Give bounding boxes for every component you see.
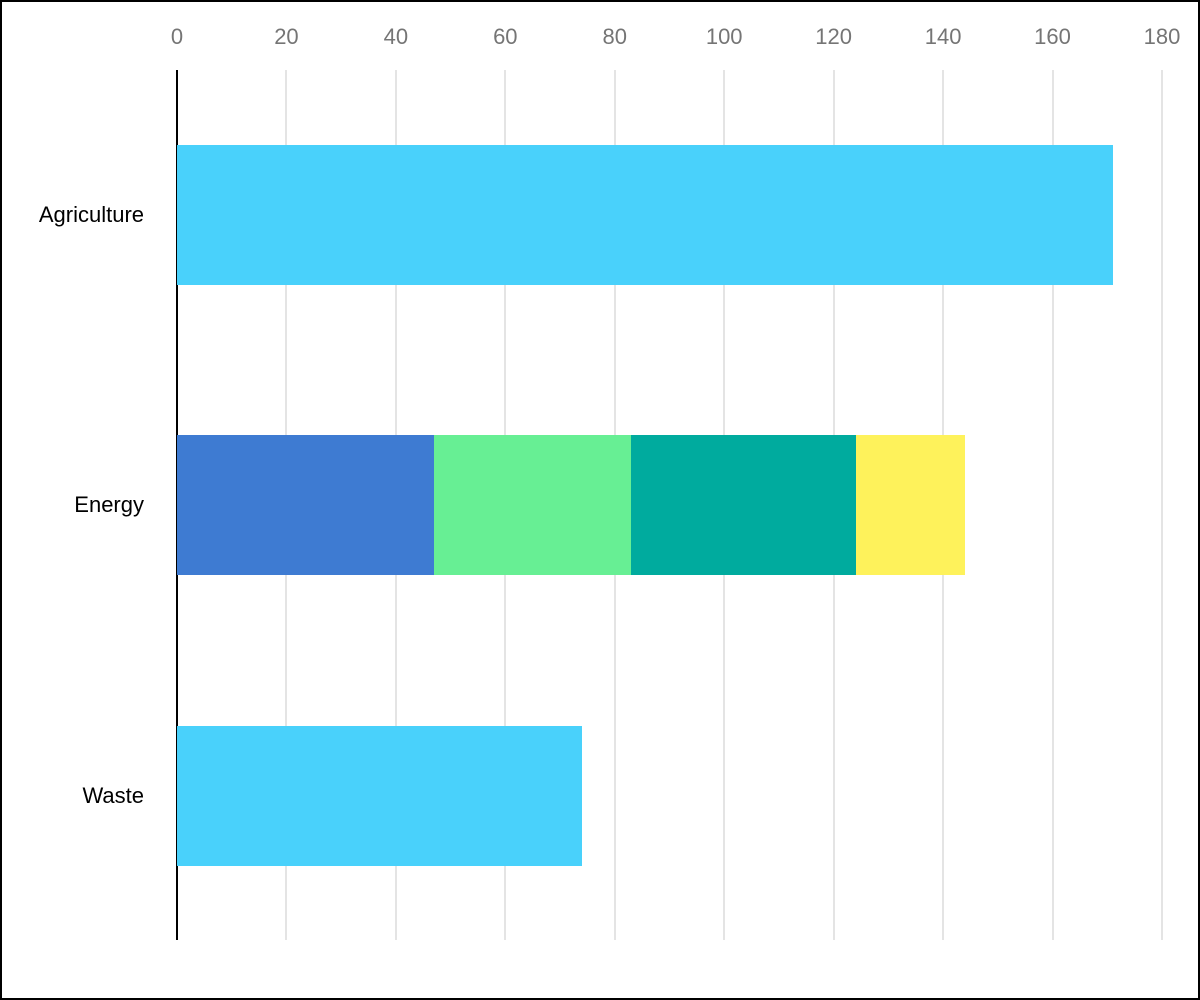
bar-segment-energy-1[interactable] [434, 435, 632, 575]
x-axis-tick-label: 120 [815, 24, 852, 49]
x-axis-tick-label: 40 [383, 24, 409, 49]
category-label: Energy [74, 492, 144, 517]
x-axis-tick-label: 0 [170, 24, 184, 49]
x-axis-tick-label: 140 [924, 24, 962, 49]
category-label: Waste [82, 783, 144, 808]
bar-segment-waste-0[interactable] [177, 726, 582, 866]
bar-segment-agriculture-0[interactable] [177, 145, 1113, 285]
x-axis-tick-label: 60 [493, 24, 518, 49]
x-axis-tick-label: 160 [1034, 24, 1071, 49]
gridline-x-180 [1160, 70, 1163, 940]
bar-segment-energy-0[interactable] [177, 435, 435, 575]
category-label: Agriculture [38, 202, 144, 227]
x-axis-tick-label: 80 [602, 24, 627, 49]
x-axis-tick-label: 20 [274, 24, 299, 49]
x-axis-tick-label: 180 [1143, 24, 1181, 49]
gridline-x-160 [1051, 70, 1054, 940]
bar-segment-energy-3[interactable] [855, 435, 965, 575]
x-axis-tick-label: 100 [705, 24, 743, 49]
bar-segment-energy-2[interactable] [631, 435, 856, 575]
